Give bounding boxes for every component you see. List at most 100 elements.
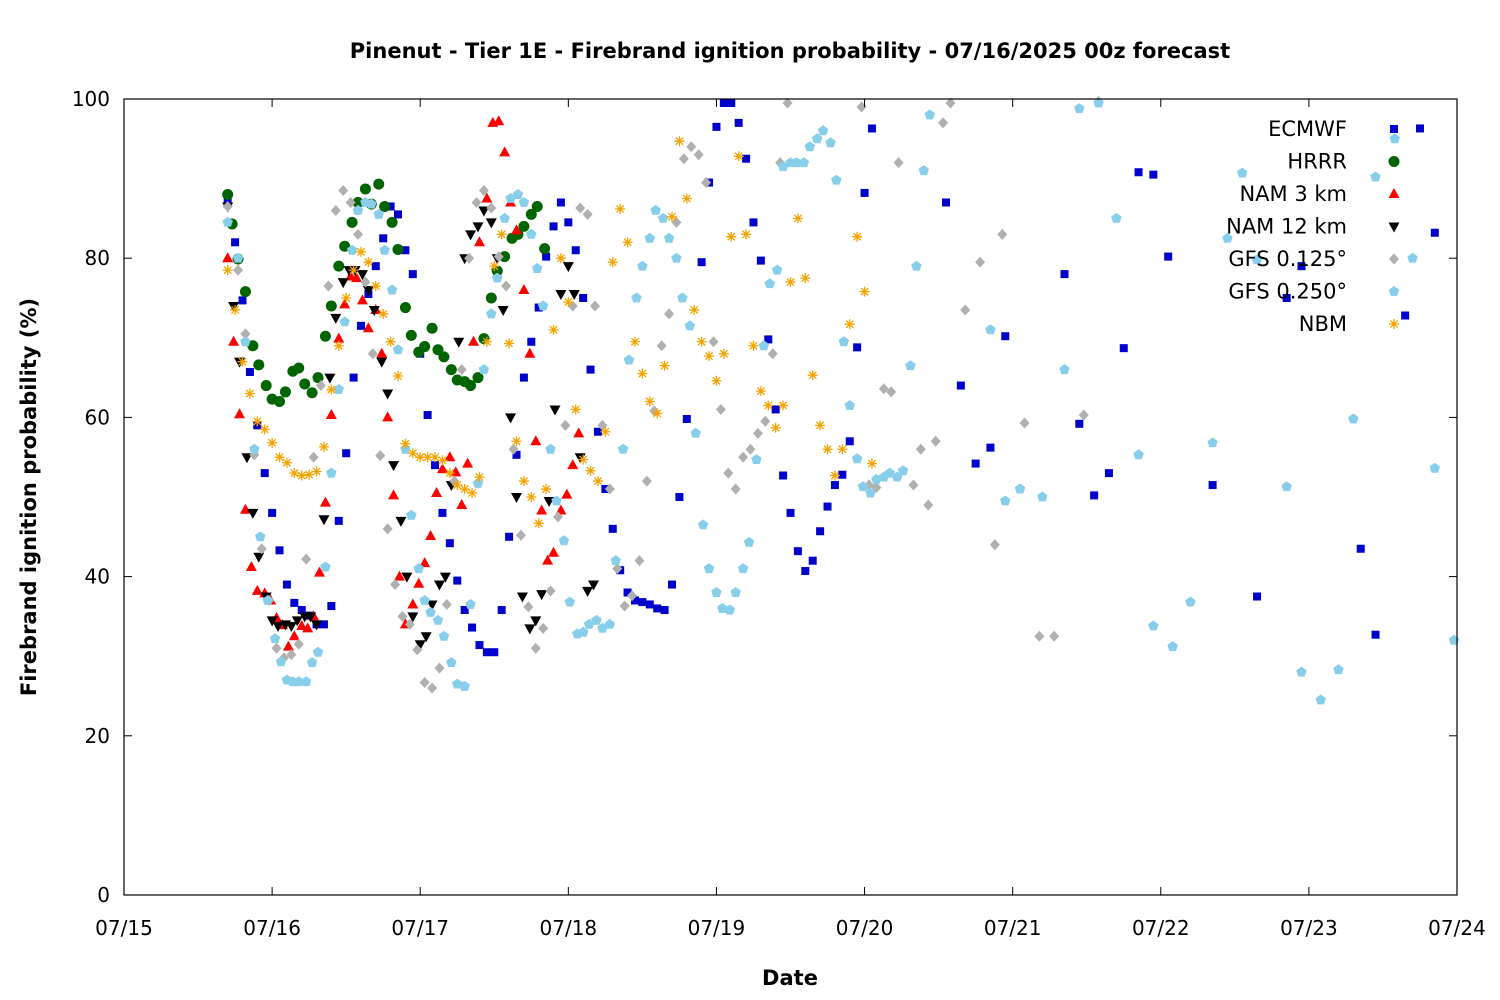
data-point [288, 630, 300, 641]
data-point [563, 296, 574, 307]
data-point [282, 580, 291, 589]
data-point [518, 284, 530, 295]
data-point [379, 244, 390, 255]
data-point [301, 553, 312, 565]
data-point [1014, 483, 1026, 494]
data-point [645, 600, 654, 609]
data-point [386, 216, 398, 228]
data-point [627, 590, 638, 602]
data-point [530, 642, 541, 654]
data-point [637, 260, 648, 271]
data-point [231, 238, 240, 247]
x-tick-label: 07/21 [984, 916, 1042, 940]
data-point [711, 375, 722, 386]
data-point [1049, 630, 1060, 642]
data-point [300, 676, 312, 687]
data-point [433, 580, 445, 591]
data-point [1133, 449, 1144, 460]
data-point [505, 193, 516, 203]
data-point [531, 200, 543, 212]
data-point [701, 177, 712, 189]
data-point [760, 415, 771, 427]
data-point [239, 503, 251, 514]
data-point [536, 590, 548, 601]
x-tick-label: 07/18 [540, 916, 598, 940]
data-point [945, 97, 956, 109]
data-point [419, 676, 430, 688]
data-point [579, 294, 588, 302]
data-point [755, 386, 766, 397]
data-point [325, 300, 337, 312]
data-point [671, 252, 682, 263]
data-point [415, 452, 426, 463]
data-point [379, 200, 391, 212]
data-point [582, 586, 594, 597]
data-point [330, 313, 342, 324]
data-point [641, 475, 652, 487]
data-point [437, 455, 448, 466]
data-point [392, 243, 404, 255]
data-point [1207, 437, 1218, 448]
data-point [956, 381, 965, 390]
data-point [607, 257, 618, 268]
data-point [371, 262, 380, 271]
data-point [533, 518, 544, 529]
data-point [240, 336, 251, 347]
data-point [272, 621, 284, 632]
data-point [656, 340, 667, 352]
data-point [971, 459, 980, 468]
data-point [1001, 332, 1010, 341]
data-point [330, 204, 341, 216]
data-point [719, 98, 728, 107]
data-point [281, 457, 292, 468]
data-point [323, 280, 334, 292]
data-point [472, 478, 484, 488]
data-point [346, 244, 358, 255]
data-point [608, 524, 617, 533]
data-point [423, 411, 432, 420]
data-point [375, 450, 386, 462]
data-point [407, 612, 419, 623]
data-point [444, 468, 455, 479]
data-point [485, 292, 497, 304]
data-point [591, 614, 602, 625]
y-axis: 0 20 40 60 80 100 [72, 87, 1457, 907]
data-point [593, 427, 602, 436]
data-point [830, 481, 839, 490]
data-point [726, 231, 737, 242]
legend-marker [1390, 125, 1398, 133]
data-point [1185, 596, 1196, 607]
data-point [1297, 262, 1306, 271]
data-point [530, 435, 542, 446]
data-point [459, 680, 470, 691]
data-point [385, 336, 396, 347]
data-point [564, 218, 573, 227]
data-point [693, 149, 704, 161]
data-point [505, 532, 514, 541]
data-point [450, 466, 462, 477]
data-point [723, 467, 734, 479]
data-point [239, 286, 251, 298]
data-point [657, 212, 669, 223]
data-point [989, 539, 1000, 551]
data-point [822, 444, 833, 455]
data-point [763, 400, 774, 411]
data-point [408, 270, 417, 279]
data-point [510, 493, 522, 503]
data-point [453, 337, 465, 348]
data-point [798, 157, 810, 168]
data-point [247, 340, 259, 352]
data-point [715, 403, 726, 415]
data-point [333, 340, 344, 351]
data-point [471, 196, 482, 208]
data-point [413, 577, 425, 588]
data-point [844, 319, 855, 330]
data-point [485, 218, 497, 229]
data-point [791, 157, 802, 168]
x-tick-label: 07/17 [391, 916, 449, 940]
data-point [259, 424, 270, 435]
data-point [400, 438, 411, 449]
data-point [510, 224, 522, 235]
data-point [938, 117, 949, 129]
data-point [1000, 495, 1011, 506]
